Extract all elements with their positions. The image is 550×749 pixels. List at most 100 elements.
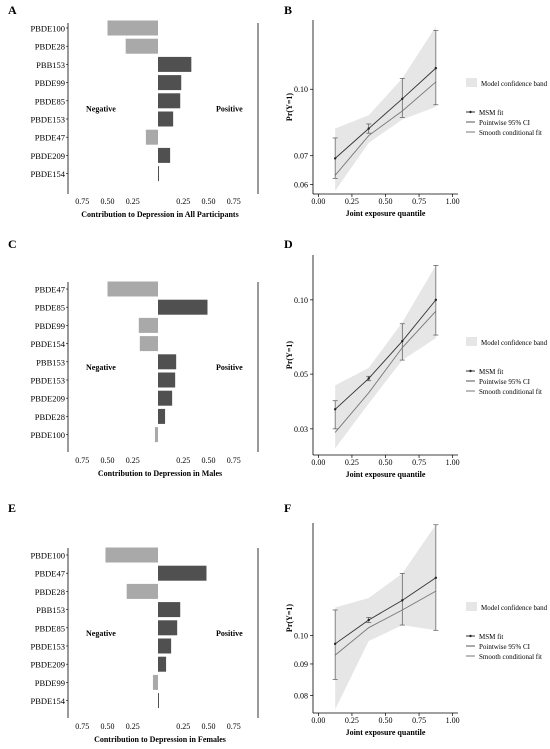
legend-item-label: Smooth conditional fit — [479, 653, 542, 661]
series-line-msm-fit — [334, 299, 437, 410]
bar-pbb153 — [158, 56, 192, 72]
category-label-pbde99: PBDE99 — [35, 321, 65, 331]
bar-panel-e: PBDE100 PBDE47 PBDE28 PBB153 PBDE85 PBDE153 PB… — [31, 547, 259, 744]
x-tick-label: 0.75 — [75, 197, 89, 206]
y-tick-label: 0.03 — [294, 425, 308, 434]
negative-annotation: Negative — [86, 363, 116, 372]
legend-item-label: MSM fit — [479, 633, 503, 641]
negative-annotation: Negative — [86, 105, 116, 114]
legend-band-label: Model confidence band — [481, 339, 548, 347]
category-label-pbb153: PBB153 — [36, 357, 65, 367]
category-label-pbde100: PBDE100 — [31, 24, 65, 34]
x-axis-title: Joint exposure quantile — [346, 728, 426, 737]
legend-item-label: Pointwise 95% CI — [479, 378, 531, 386]
bar-pbde100 — [105, 547, 158, 563]
x-axis-title: Contribution to Depression in Males — [98, 469, 222, 478]
legend-band-label: Model confidence band — [481, 604, 548, 612]
bar-panel-c: PBDE47 PBDE85 PBDE99 PBDE154 PBB153 PBDE153 PB… — [31, 281, 259, 478]
legend-point-swatch — [469, 110, 472, 114]
line-panel-b: 0.06 0.07 0.10 0.00 0.25 0.50 0.75 1.00 Joint ex… — [285, 20, 548, 218]
x-tick-label: 0.50 — [101, 722, 115, 731]
x-tick-label: 0.25 — [345, 197, 359, 206]
category-label-pbde85: PBDE85 — [35, 303, 65, 313]
x-tick-label: 0.75 — [412, 197, 426, 206]
legend-item-label: Pointwise 95% CI — [479, 643, 531, 651]
bar-pbde153 — [158, 111, 174, 127]
category-label-pbde154: PBDE154 — [31, 696, 66, 706]
bar-pbde100 — [107, 20, 158, 36]
y-tick-label: 0.10 — [294, 296, 308, 305]
confidence-band — [335, 26, 436, 191]
x-tick-label: 1.00 — [446, 716, 460, 725]
panel-letter-d: D — [284, 237, 293, 251]
x-tick-label: 0.25 — [176, 722, 190, 731]
x-tick-label: 0.25 — [126, 456, 140, 465]
confidence-band — [335, 265, 436, 449]
x-tick-label: 0.00 — [311, 458, 325, 467]
bar-pbde99 — [152, 674, 158, 690]
msm-point — [367, 618, 370, 622]
bar-pbde99 — [158, 75, 182, 91]
bar-pbde100 — [154, 427, 158, 443]
line-panel-d: 0.03 0.05 0.10 0.00 0.25 0.50 0.75 1.00 Joint ex… — [285, 255, 548, 479]
bar-pbde47 — [107, 281, 158, 297]
bar-panel-a: PBDE100 PBDE28 PBB153 PBDE99 PBDE85 PBDE153 PB… — [31, 20, 259, 219]
legend-band-swatch — [466, 78, 477, 87]
category-label-pbde99: PBDE99 — [35, 78, 65, 88]
x-tick-label: 0.75 — [227, 456, 241, 465]
bar-pbde28 — [126, 583, 158, 599]
legend-band-label: Model confidence band — [481, 80, 548, 88]
legend-item-label: MSM fit — [479, 109, 503, 117]
bar-pbde47 — [145, 129, 158, 145]
confidence-band — [335, 524, 436, 710]
bar-pbde28 — [125, 38, 158, 54]
panel-letter-a: A — [8, 3, 17, 17]
bar-pbde99 — [138, 317, 158, 333]
x-tick-label: 0.50 — [379, 197, 393, 206]
category-label-pbb153: PBB153 — [36, 60, 65, 70]
legend-point-swatch — [469, 369, 472, 373]
x-tick-label: 0.75 — [75, 456, 89, 465]
category-label-pbde47: PBDE47 — [35, 285, 65, 295]
category-label-pbde28: PBDE28 — [35, 587, 65, 597]
x-axis-title: Joint exposure quantile — [346, 209, 426, 218]
y-tick-label: 0.10 — [294, 85, 308, 94]
bar-pbde209 — [158, 656, 167, 672]
x-tick-label: 0.00 — [311, 197, 325, 206]
category-label-pbde154: PBDE154 — [31, 339, 66, 349]
series-line-smooth-conditional-fit — [334, 310, 437, 433]
legend-band-swatch — [466, 337, 477, 346]
bar-pbde209 — [158, 390, 173, 406]
category-label-pbde85: PBDE85 — [35, 623, 65, 633]
bar-pbde28 — [158, 408, 166, 424]
msm-point — [434, 298, 438, 302]
x-tick-label: 0.25 — [176, 456, 190, 465]
y-tick-label: 0.07 — [294, 152, 308, 161]
bar-pbde85 — [158, 620, 178, 636]
msm-point — [333, 157, 337, 160]
x-axis-title: Contribution to Depression in Females — [94, 735, 226, 744]
x-tick-label: 0.50 — [101, 197, 115, 206]
category-label-pbde28: PBDE28 — [35, 412, 65, 422]
category-label-pbde153: PBDE153 — [31, 115, 65, 125]
x-tick-label: 0.25 — [345, 716, 359, 725]
series-line-smooth-conditional-fit — [334, 590, 437, 656]
positive-annotation: Positive — [216, 363, 243, 372]
msm-point — [367, 127, 370, 130]
bar-pbde153 — [158, 372, 176, 388]
msm-point — [333, 408, 337, 411]
category-label-pbde100: PBDE100 — [31, 430, 65, 440]
category-label-pbde154: PBDE154 — [31, 169, 66, 179]
x-tick-label: 1.00 — [446, 458, 460, 467]
y-axis-title: Pr(Y=1) — [285, 604, 294, 632]
x-tick-label: 0.50 — [202, 197, 216, 206]
panel-letter-f: F — [284, 501, 291, 515]
category-label-pbde153: PBDE153 — [31, 642, 65, 652]
y-axis-title: Pr(Y=1) — [285, 341, 294, 369]
category-label-pbde100: PBDE100 — [31, 551, 65, 561]
series-line-smooth-conditional-fit — [334, 81, 437, 176]
negative-annotation: Negative — [86, 629, 116, 638]
category-label-pbde85: PBDE85 — [35, 96, 65, 106]
panel-letter-b: B — [284, 3, 292, 17]
